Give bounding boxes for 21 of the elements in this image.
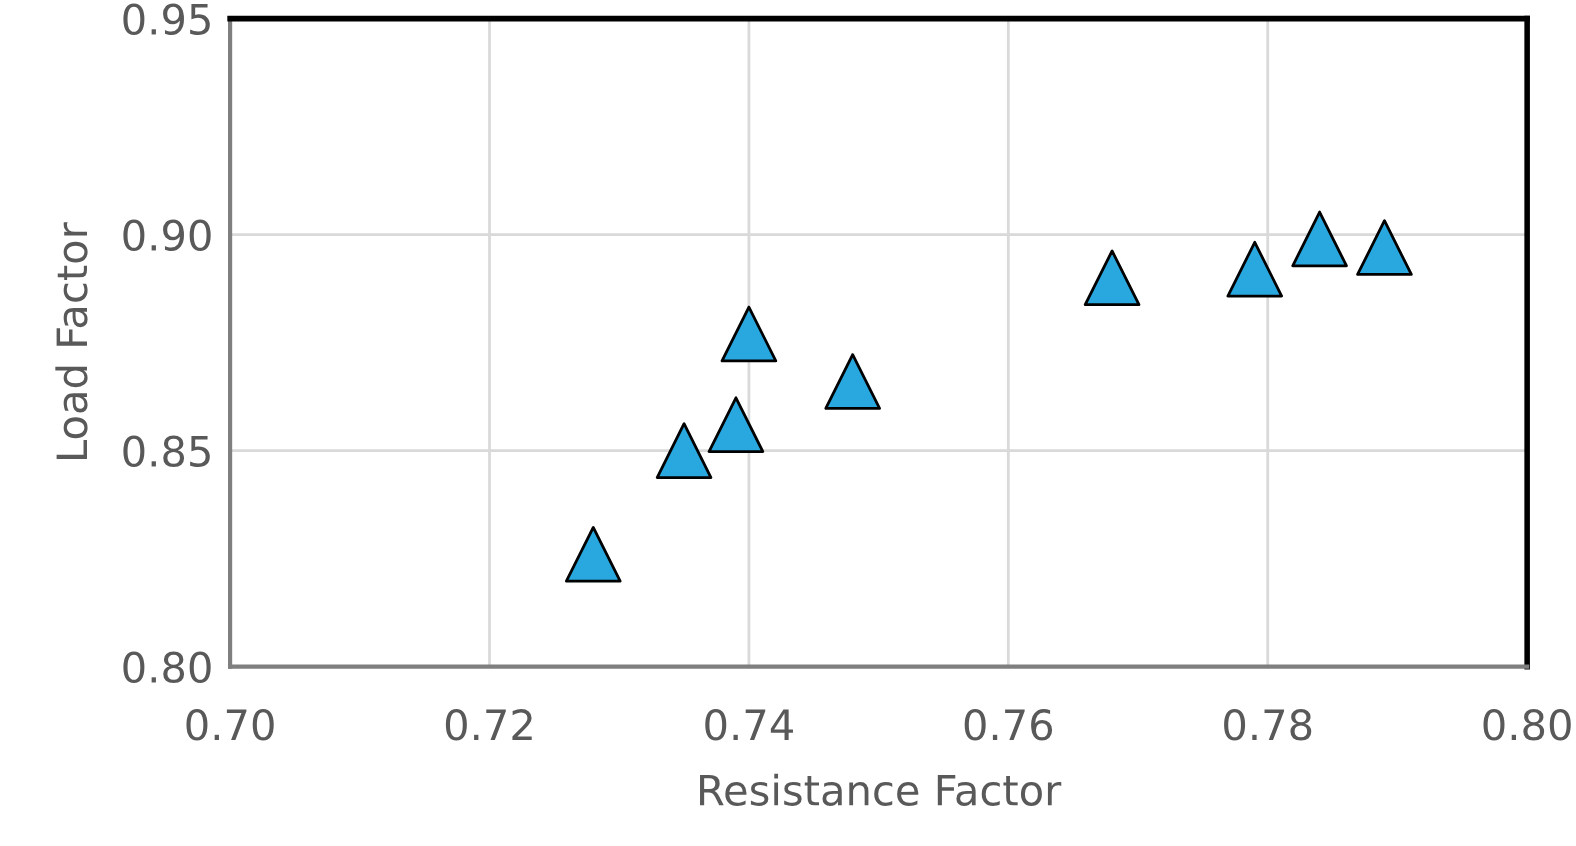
point	[564, 526, 622, 583]
point	[707, 396, 765, 453]
point	[1291, 210, 1348, 268]
y-axis-title: Load Factor	[55, 222, 88, 459]
point	[1083, 249, 1141, 307]
y-tick-label: 0.95	[123, 3, 210, 36]
point	[720, 305, 778, 363]
y-tick-label: 0.85	[123, 435, 210, 468]
x-tick-label: 0.72	[445, 709, 532, 741]
x-axis-title: Resistance Factor	[700, 773, 1062, 806]
y-tick-label: 0.90	[123, 219, 211, 252]
y-tick-label: 0.80	[123, 651, 211, 684]
x-tick-label: 0.70	[186, 709, 274, 741]
point	[655, 422, 713, 479]
point	[824, 353, 881, 410]
x-tick-label: 0.80	[1483, 709, 1571, 741]
point	[1356, 219, 1413, 276]
point	[1226, 240, 1284, 298]
x-tick-label: 0.78	[1224, 709, 1312, 741]
x-tick-label: 0.74	[705, 709, 793, 741]
x-tick-label: 0.76	[964, 709, 1053, 741]
